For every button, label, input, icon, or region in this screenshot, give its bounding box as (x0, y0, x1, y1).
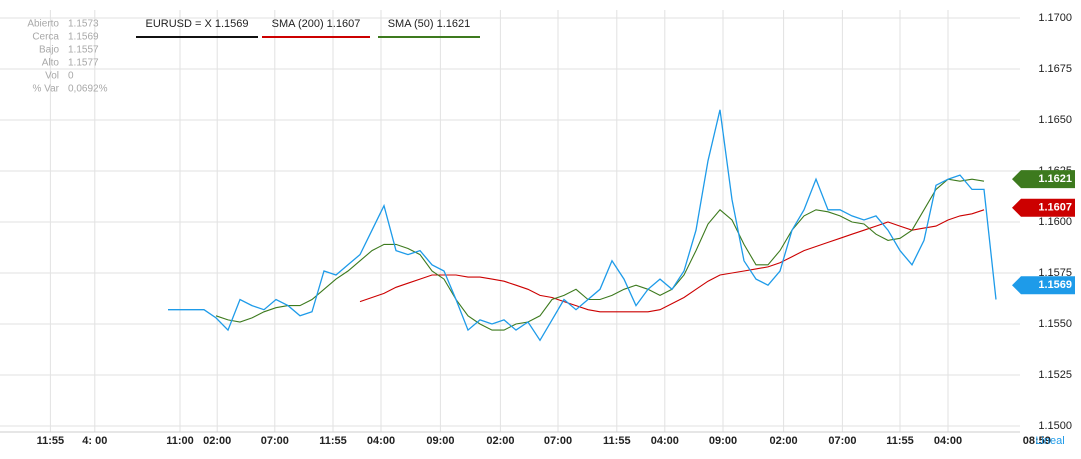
info-value: 0 (68, 71, 74, 82)
x-tick-label: 11:00 (166, 435, 194, 447)
x-tick-label: 07:00 (828, 435, 856, 447)
x-tick-label: 02:00 (203, 435, 231, 447)
value-tag-label: 1.1569 (1038, 279, 1072, 291)
scale-label[interactable]: Lineal (1035, 435, 1064, 447)
info-label: Vol (45, 71, 59, 82)
x-tick-label: 11:55 (603, 435, 631, 447)
y-tick-label: 1.1500 (1038, 420, 1072, 432)
info-label: Abierto (27, 19, 59, 30)
x-tick-label: 04:00 (934, 435, 962, 447)
overlay: 1.1569 1.1607 1.1621 EURUSD = X 1.1569 SMA (… (27, 18, 1075, 295)
y-tick-label: 1.1550 (1038, 318, 1072, 330)
x-tick-label: 09:00 (426, 435, 454, 447)
x-tick-label: 09:00 (709, 435, 737, 447)
series-line (168, 109, 997, 342)
value-tag (1012, 198, 1075, 217)
info-label: Cerca (32, 32, 59, 43)
y-tick-label: 1.1675 (1038, 63, 1072, 75)
legend-label[interactable]: SMA (50) 1.1621 (388, 18, 471, 30)
value-tag (1012, 276, 1075, 295)
y-tick-label: 1.1575 (1038, 267, 1072, 279)
x-tick-label: 11:55 (37, 435, 65, 447)
info-value: 1.1569 (68, 32, 99, 43)
value-tag (1012, 170, 1075, 189)
x-tick-label: 04:00 (367, 435, 395, 447)
y-tick-label: 1.1600 (1038, 216, 1072, 228)
x-tick-label: 11:55 (319, 435, 347, 447)
legend-label[interactable]: SMA (200) 1.1607 (272, 18, 361, 30)
value-tag-label: 1.1621 (1038, 173, 1072, 185)
info-label: % Var (33, 84, 60, 95)
y-tick-label: 1.1525 (1038, 369, 1072, 381)
legend-label[interactable]: EURUSD = X 1.1569 (145, 18, 248, 30)
value-tag-label: 1.1607 (1038, 202, 1072, 214)
x-tick-label: 04:00 (651, 435, 679, 447)
x-tick-label: 4: 00 (82, 435, 107, 447)
info-label: Bajo (39, 45, 59, 56)
x-tick-label: 08:59 (1023, 435, 1051, 447)
series-line (359, 209, 985, 313)
info-value: 0,0692% (68, 84, 108, 95)
plot (168, 109, 997, 342)
series-line (215, 178, 985, 331)
x-tick-label: 07:00 (261, 435, 289, 447)
x-tick-label: 11:55 (886, 435, 914, 447)
x-tick-label: 02:00 (486, 435, 514, 447)
info-value: 1.1573 (68, 19, 99, 30)
info-label: Alto (42, 58, 60, 69)
y-tick-label: 1.1700 (1038, 12, 1072, 24)
info-value: 1.1557 (68, 45, 99, 56)
grid: 1.15001.15251.15501.15751.16001.16251.16… (0, 10, 1072, 447)
x-tick-label: 02:00 (770, 435, 798, 447)
y-tick-label: 1.1650 (1038, 114, 1072, 126)
x-tick-label: 07:00 (544, 435, 572, 447)
info-value: 1.1577 (68, 58, 99, 69)
